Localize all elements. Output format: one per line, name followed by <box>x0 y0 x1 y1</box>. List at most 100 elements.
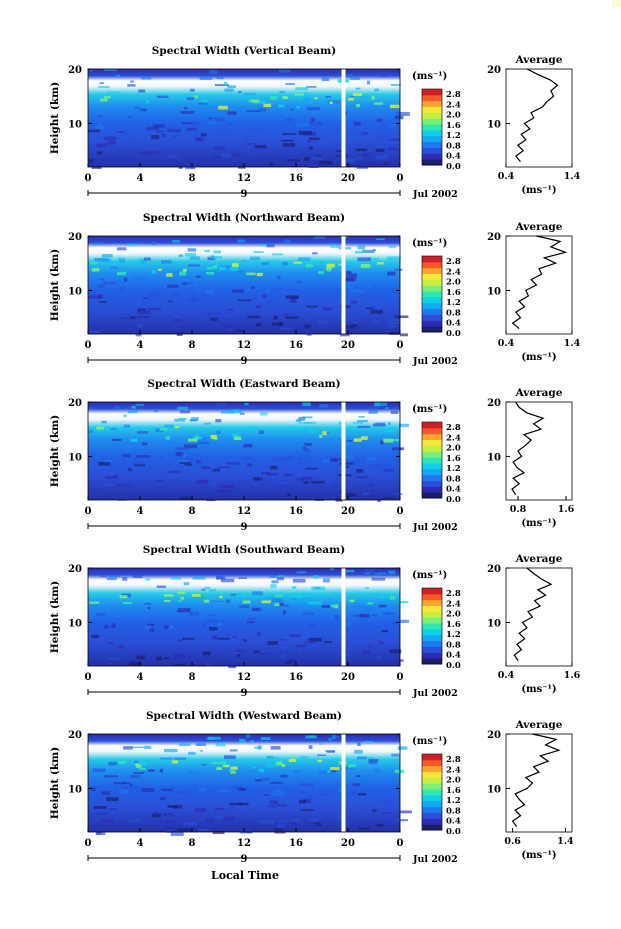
heatmap-cell <box>184 252 196 257</box>
heatmap-cell <box>263 777 270 781</box>
avg-unit-label: (ms⁻¹) <box>521 352 556 363</box>
avg-x-tick-label: 1.4 <box>564 338 581 349</box>
heatmap-cell <box>167 155 178 159</box>
heatmap-cell <box>228 328 233 331</box>
heatmap-cell <box>266 288 271 293</box>
heatmap-cell <box>251 607 262 612</box>
colorbar-unit: (ms⁻¹) <box>412 570 447 581</box>
heatmap-cell <box>101 791 110 796</box>
heatmap-cell <box>375 148 385 152</box>
heatmap-cell <box>372 592 379 597</box>
heatmap-cell <box>357 793 367 796</box>
panel-title: Spectral Width (Southward Beam) <box>143 544 345 556</box>
heatmap-cell <box>290 108 294 111</box>
heatmap-cell <box>229 749 238 752</box>
heatmap-cell <box>393 470 399 475</box>
panel-title: Spectral Width (Northward Beam) <box>143 212 345 224</box>
x-tick-label: 4 <box>137 340 144 351</box>
avg-y-tick-label: 10 <box>487 618 501 629</box>
y-axis-label: Height (km) <box>49 249 61 321</box>
heatmap-cell <box>149 780 160 783</box>
heatmap-cell <box>167 300 173 303</box>
heatmap-cell <box>295 280 303 284</box>
y-tick-label: 20 <box>68 65 82 76</box>
heatmap-cell <box>116 131 125 133</box>
heatmap-cell <box>342 286 353 289</box>
heatmap-cell <box>219 788 229 792</box>
colorbar-tick-label: 1.2 <box>446 464 461 474</box>
heatmap-cell <box>210 256 222 259</box>
heatmap-cell <box>385 612 396 615</box>
heatmap-cell <box>205 663 210 666</box>
heatmap-cell <box>298 422 313 424</box>
heatmap-cell <box>295 141 304 145</box>
heatmap-cell <box>90 128 97 131</box>
heatmap-cell <box>128 468 132 472</box>
heatmap-cell <box>358 148 368 152</box>
heatmap-cell <box>169 470 182 474</box>
heatmap-hotspot <box>263 103 272 108</box>
heatmap-hotspot <box>151 270 156 274</box>
colorbar-tick-label: 2.4 <box>446 599 461 609</box>
heatmap-cell <box>191 417 199 421</box>
heatmap-cell <box>105 476 118 479</box>
heatmap-cell <box>348 304 353 306</box>
heatmap-cell <box>116 484 131 487</box>
heatmap-cell <box>208 736 221 740</box>
heatmap-cell <box>137 110 144 113</box>
colorbar-tick-label: 2.4 <box>446 433 461 443</box>
heatmap-cell <box>365 284 372 288</box>
heatmap-cell <box>313 810 319 815</box>
colorbar-tick-label: 0.0 <box>446 827 461 837</box>
heatmap-cell <box>156 585 166 588</box>
heatmap-cell <box>121 782 130 785</box>
heatmap-cell <box>230 593 242 596</box>
heatmap-cell <box>352 783 360 786</box>
heatmap-cell <box>285 316 299 319</box>
heatmap-cell <box>216 430 221 434</box>
heatmap-cell <box>301 592 313 596</box>
heatmap-cell <box>302 402 311 407</box>
heatmap-cell <box>269 465 278 470</box>
heatmap-cell <box>357 756 367 760</box>
heatmap-cell <box>137 830 142 833</box>
heatmap-cell <box>128 115 132 119</box>
heatmap-cell <box>367 80 371 85</box>
heatmap-cell <box>339 462 354 465</box>
heatmap-cell <box>372 809 377 813</box>
heatmap-cell <box>180 110 195 114</box>
data-gap <box>341 236 346 334</box>
heatmap-cell <box>376 145 385 149</box>
heatmap-cell <box>273 315 278 320</box>
avg-x-tick-label: 1.4 <box>564 171 581 182</box>
heatmap-cell <box>151 135 160 140</box>
heatmap-cell <box>387 422 391 425</box>
heatmap-cell <box>306 86 317 88</box>
heatmap-cell <box>301 476 313 480</box>
heatmap-cell <box>387 318 398 322</box>
heatmap-cell <box>279 792 284 796</box>
heatmap-cell <box>97 284 105 288</box>
heatmap-cell <box>344 466 350 468</box>
heatmap-cell <box>122 316 131 319</box>
heatmap-cell <box>198 102 209 105</box>
heatmap-cell <box>308 745 313 749</box>
heatmap-cell <box>147 308 162 311</box>
heatmap-cell <box>219 135 228 138</box>
heatmap-cell <box>282 457 291 461</box>
heatmap-hotspot <box>236 594 246 597</box>
heatmap-cell <box>360 812 366 815</box>
heatmap-cell <box>147 606 151 610</box>
heatmap-cell <box>255 305 262 309</box>
heatmap-cell <box>220 578 235 583</box>
heatmap-cell <box>231 640 245 644</box>
heatmap-hotspot <box>296 105 300 109</box>
heatmap-cell <box>102 281 117 285</box>
heatmap-cell <box>247 617 257 620</box>
heatmap-cell <box>89 69 94 72</box>
heatmap-cell <box>338 816 345 820</box>
heatmap-cell <box>108 808 118 810</box>
heatmap-cell <box>306 305 318 308</box>
data-gap <box>341 69 346 167</box>
y-tick-label: 20 <box>68 398 82 409</box>
